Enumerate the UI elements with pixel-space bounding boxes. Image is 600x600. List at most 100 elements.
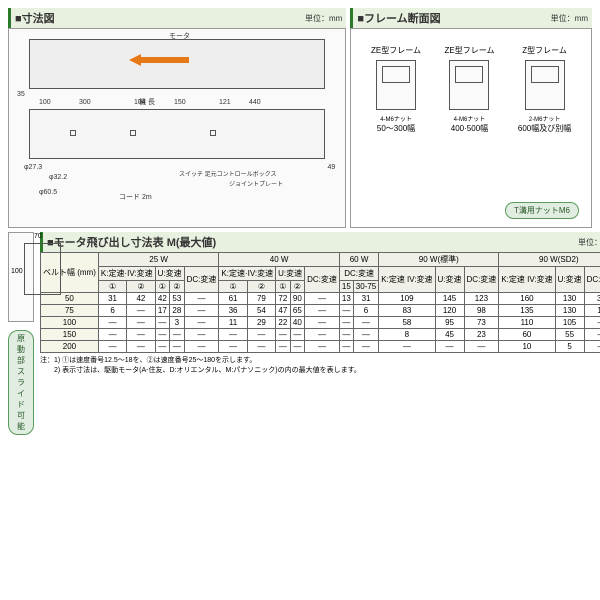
frame3-profile (525, 60, 565, 110)
value-cell: — (464, 341, 499, 353)
value-cell: — (127, 305, 155, 317)
th-60-dc: DC:変速 (339, 267, 378, 281)
value-cell: — (184, 305, 219, 317)
value-cell: 11 (219, 317, 247, 329)
value-cell: — (127, 317, 155, 329)
value-cell: 6 (98, 305, 126, 317)
note-1: 注：1) ①は速度番号12.5～18を、②は速度番号25～180を示します。 (40, 356, 600, 366)
m10: 30-75 (353, 281, 378, 293)
m9: 15 (339, 281, 353, 293)
h1-label: 35 (17, 91, 25, 98)
value-cell: 31 (353, 293, 378, 305)
value-cell: — (247, 329, 275, 341)
value-cell: 11 (584, 305, 600, 317)
value-cell: 8 (379, 329, 435, 341)
value-cell: 110 (499, 317, 555, 329)
h2: 49 (328, 164, 336, 171)
value-cell: 109 (379, 293, 435, 305)
motor-header: ■モータ飛び出し寸法表 M(最大値) 単位：mm (40, 232, 600, 252)
value-cell: 123 (464, 293, 499, 305)
value-cell: 90 (290, 293, 305, 305)
value-cell: — (584, 329, 600, 341)
value-cell: 36 (219, 305, 247, 317)
direction-arrow (129, 54, 189, 66)
frame-title: ■フレーム断面図 (357, 10, 440, 26)
th-40w: 40 W (219, 253, 340, 267)
value-cell: — (184, 317, 219, 329)
table-row: 200———————————————105— (41, 341, 600, 353)
value-cell: — (379, 341, 435, 353)
table-row: 5031424253—61797290—13311091451231601303… (41, 293, 600, 305)
value-cell: 65 (290, 305, 305, 317)
th-90b-dc: DC:変速 (584, 267, 600, 293)
m5: ① (219, 281, 247, 293)
th-90b-u: U:変速 (555, 267, 584, 293)
frame3-range: 600幅及び別幅 (518, 123, 571, 134)
value-cell: — (184, 329, 219, 341)
value-cell: 55 (555, 329, 584, 341)
l5: 121 (219, 99, 231, 106)
m3: ① (155, 281, 170, 293)
value-cell: 73 (464, 317, 499, 329)
value-cell: 45 (435, 329, 464, 341)
belt-cell: 150 (41, 329, 99, 341)
m2: ② (127, 281, 155, 293)
value-cell: 135 (499, 305, 555, 317)
value-cell: — (98, 341, 126, 353)
frame2-name: ZE型フレーム (444, 45, 494, 56)
l1: 100 (39, 99, 51, 106)
value-cell: — (305, 305, 340, 317)
mount-2 (130, 130, 136, 136)
frame-type-3: Z型フレーム 2-M6ナット 600幅及び別幅 (518, 45, 571, 134)
value-cell: — (584, 317, 600, 329)
d3: φ60.5 (39, 189, 57, 196)
d2: φ32.2 (49, 174, 67, 181)
value-cell: 105 (555, 317, 584, 329)
value-cell: — (339, 341, 353, 353)
frame1-profile (376, 60, 416, 110)
m4: ② (170, 281, 185, 293)
value-cell: — (305, 341, 340, 353)
plan-view (29, 109, 325, 159)
th-25w: 25 W (98, 253, 219, 267)
note2: スイッチ 足元コントロールボックス (179, 169, 277, 178)
value-cell: — (290, 341, 305, 353)
value-cell: 22 (276, 317, 291, 329)
value-cell: — (339, 305, 353, 317)
value-cell: 6 (353, 305, 378, 317)
note1: ジョイントプレート (229, 179, 283, 188)
motor-title: ■モータ飛び出し寸法表 M(最大値) (47, 234, 216, 250)
value-cell: — (155, 329, 170, 341)
dimension-header: ■寸法図 単位：mm (8, 8, 346, 28)
table-row: 100———3—11292240———589573110105— (41, 317, 600, 329)
frame3-nut: 2-M6ナット (518, 114, 571, 123)
th-40-u: U:変速 (276, 267, 305, 281)
frame2-nut: 4-M6ナット (444, 114, 494, 123)
value-cell: 3 (170, 317, 185, 329)
value-cell: 145 (435, 293, 464, 305)
value-cell: 130 (555, 293, 584, 305)
l4: 150 (174, 99, 186, 106)
value-cell: — (276, 341, 291, 353)
dimension-drawing: モータ 35 機 長 100 300 104 150 121 440 φ27.3… (8, 28, 346, 228)
belt-cell: 75 (41, 305, 99, 317)
frame-type-1: ZE型フレーム 4-M6ナット 50～300幅 (371, 45, 421, 134)
value-cell: 79 (247, 293, 275, 305)
value-cell: — (353, 329, 378, 341)
table-row: 150————————————845236055— (41, 329, 600, 341)
m7: ① (276, 281, 291, 293)
l7: 440 (249, 99, 261, 106)
value-cell: — (247, 341, 275, 353)
frame2-profile (449, 60, 489, 110)
frame-unit: 単位：mm (551, 13, 588, 24)
value-cell: 130 (555, 305, 584, 317)
value-cell: 160 (499, 293, 555, 305)
value-cell: — (184, 341, 219, 353)
th-40-dc: DC:変速 (305, 267, 340, 293)
value-cell: 83 (379, 305, 435, 317)
tnut-badge: T溝用ナットM6 (505, 202, 579, 219)
frame-drawing: ZE型フレーム 4-M6ナット 50～300幅 ZE型フレーム 4-M6ナット … (350, 28, 592, 228)
value-cell: 40 (290, 317, 305, 329)
value-cell: — (435, 341, 464, 353)
th-90a-k: K:定速 IV:変速 (379, 267, 435, 293)
